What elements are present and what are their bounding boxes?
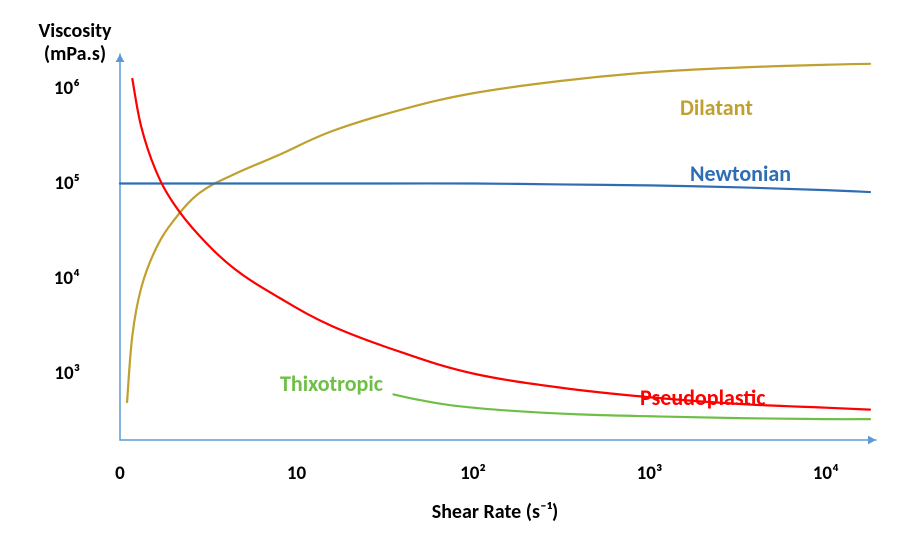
series-dilatant [127,64,870,402]
x-tick-label: 10² [443,462,503,485]
x-tick-label: 10 [266,462,326,485]
series-label-dilatant: Dilatant [680,94,753,121]
series-label-pseudoplastic: Pseudoplastic [640,384,765,411]
series-label-thixotropic: Thixotropic [280,370,383,397]
y-axis-title-line2: (mPa.s) [44,42,106,66]
x-tick-label: 10⁴ [796,462,856,485]
series-label-newtonian: Newtonian [690,160,791,187]
y-tick-label: 10⁶ [25,77,80,100]
y-tick-label: 10⁴ [25,267,80,290]
x-tick-label: 10³ [619,462,679,485]
y-tick-label: 10³ [25,362,80,385]
y-axis-title-line1: Viscosity [38,19,111,43]
y-axis-title: Viscosity (mPa.s) [20,20,130,66]
y-tick-label: 10⁵ [25,172,80,195]
x-tick-label: 0 [90,462,150,485]
x-axis-title: Shear Rate (s⁻¹) [375,500,615,524]
series-pseudoplastic [132,79,870,410]
viscosity-chart: Viscosity (mPa.s) Shear Rate (s⁻¹) 0 10 10… [0,0,900,550]
